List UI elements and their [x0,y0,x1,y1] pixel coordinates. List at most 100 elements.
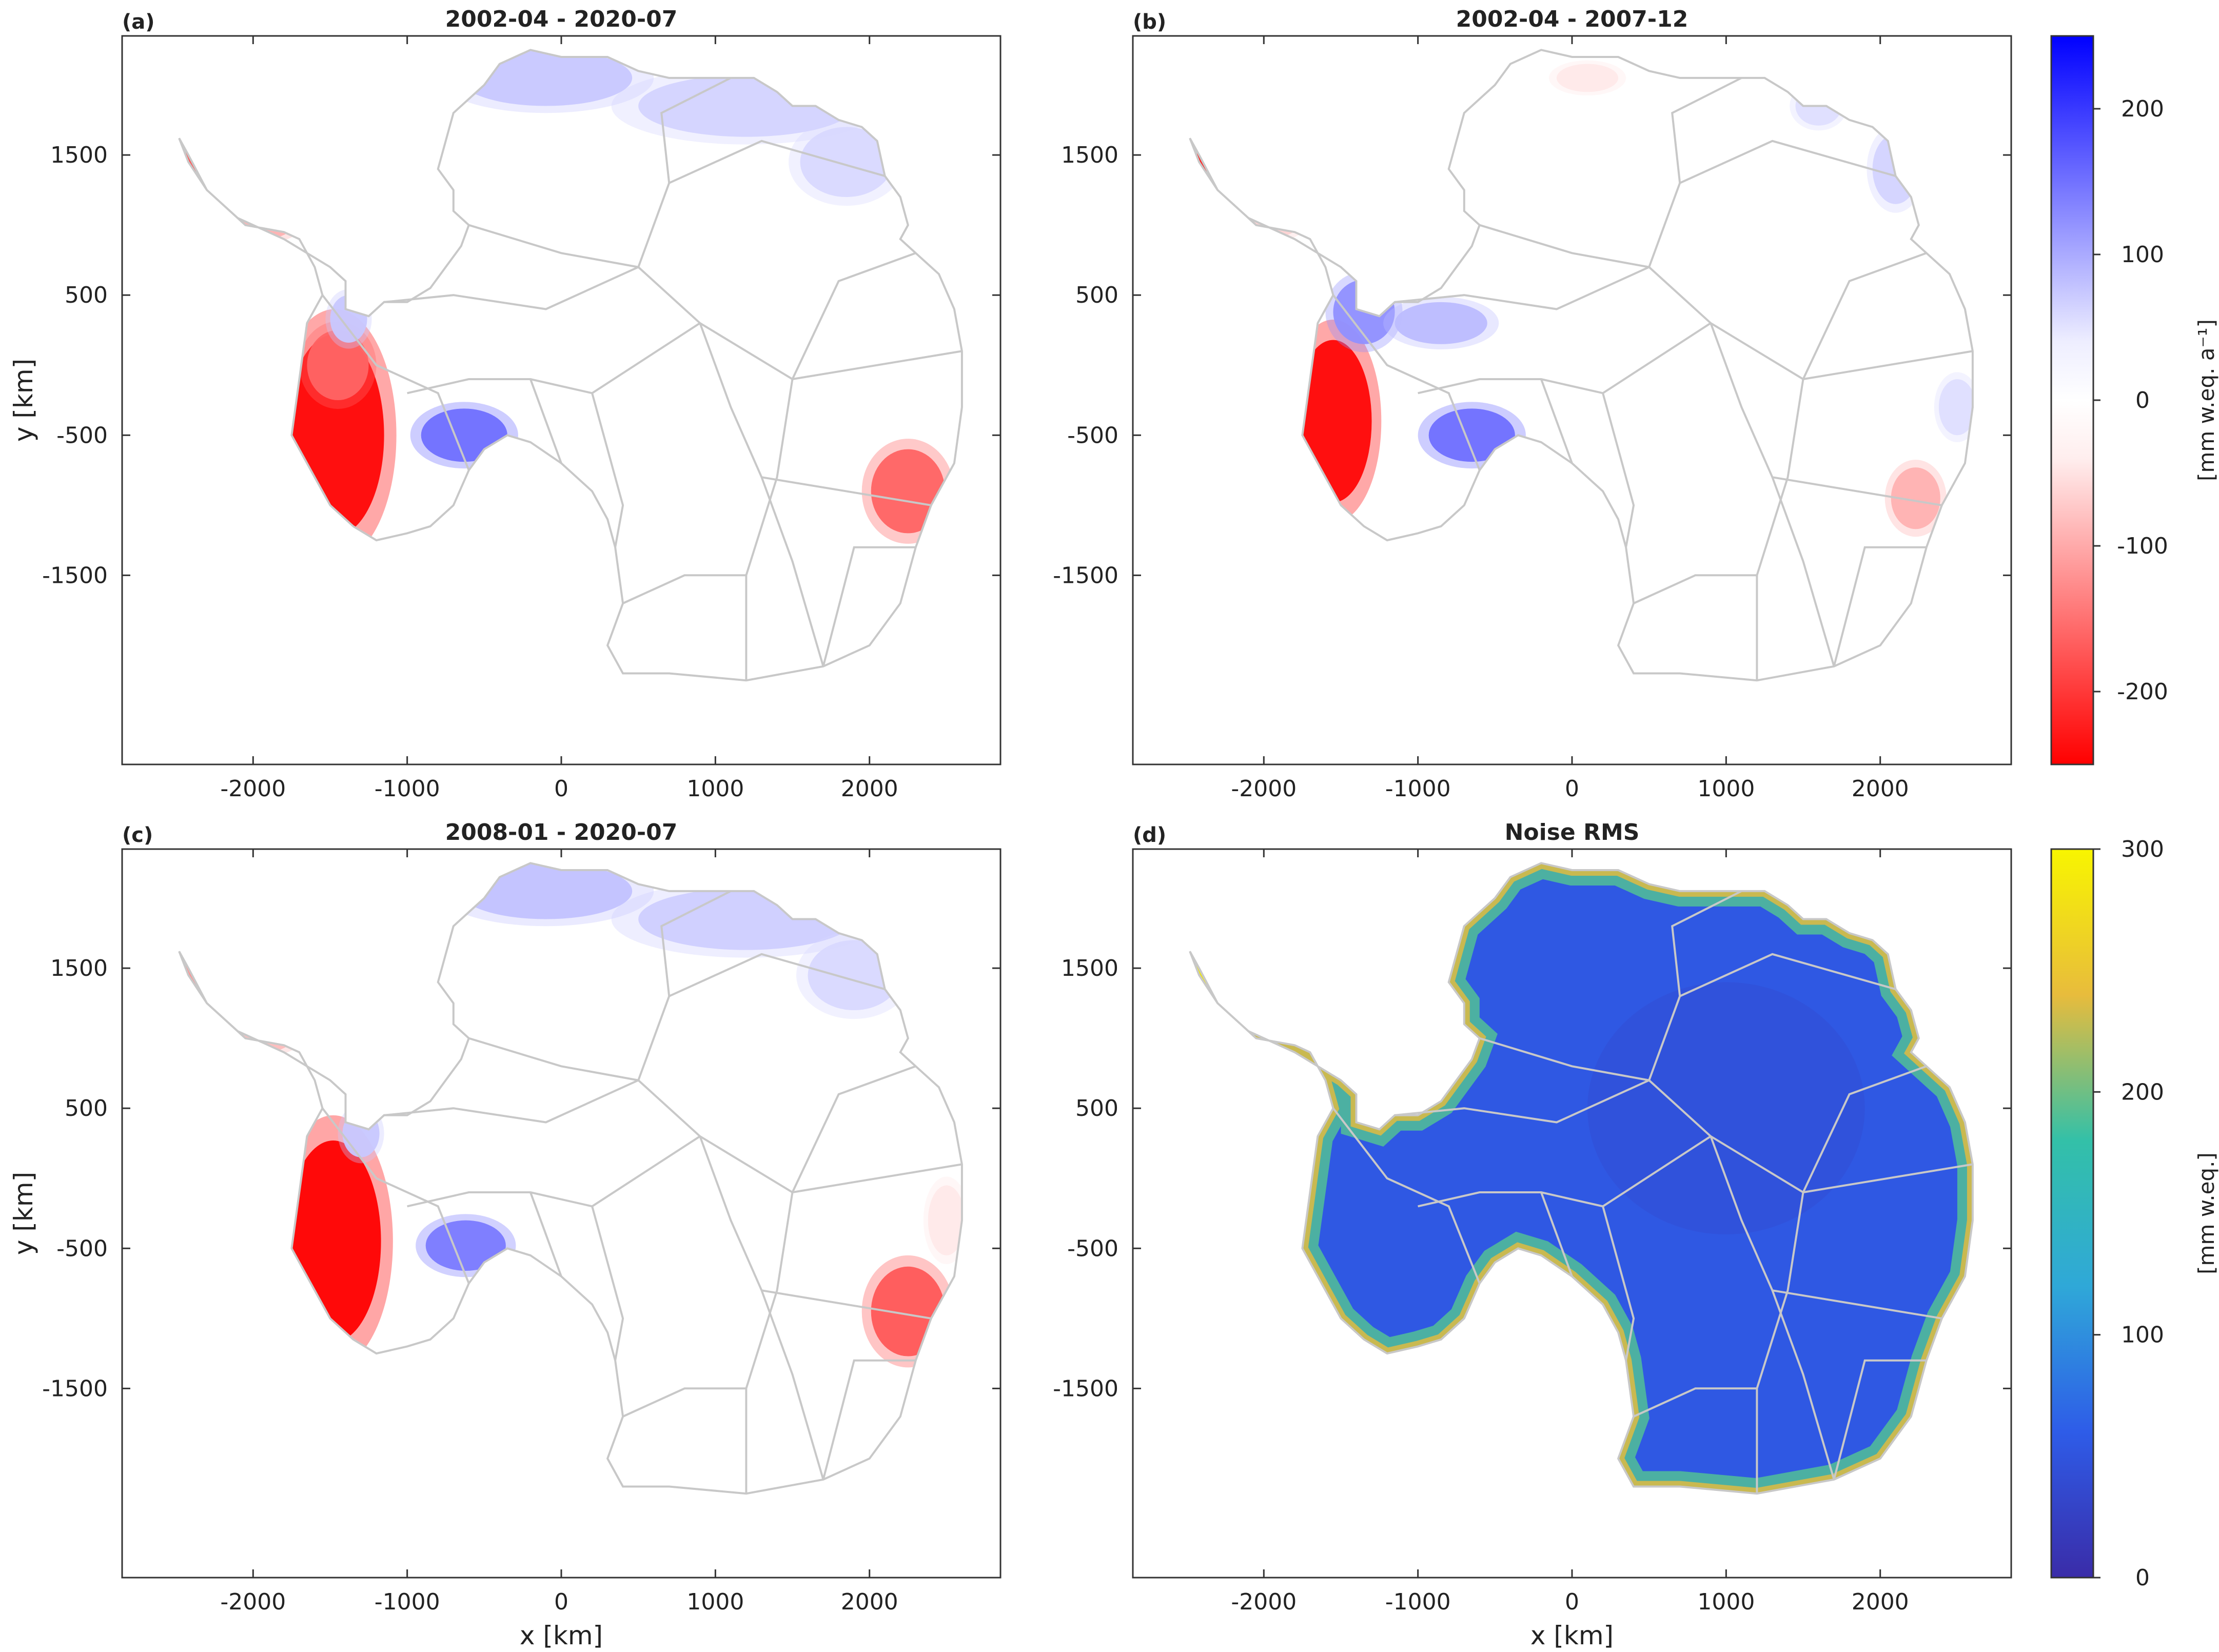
basin-boundary [1756,379,1804,681]
x-tick-label: -2000 [220,1589,286,1615]
basin-boundary [1332,1107,1481,1284]
basin-boundary [669,140,886,184]
x-tick-label: -1000 [375,776,440,802]
colorbar-trend: 200 100 0 -100 -200 [mm w.eq. a⁻¹] [2050,35,2219,765]
coastline [178,49,963,682]
x-tick-label: -2000 [1231,776,1297,802]
basin-boundary [622,574,747,604]
trend-anomaly-amundsen-sea-sector [1294,340,1372,503]
trend-anomaly-amery-region [800,127,893,198]
basin-boundary [761,1289,932,1320]
basin-boundary [1802,1065,1927,1193]
trend-anomaly-wilkes-land [871,449,945,534]
basin-boundary [1756,1192,1804,1494]
trend-anomaly-amery-region [808,940,900,1011]
colorbar-gradient [2050,35,2094,765]
basin-boundary [591,392,624,548]
colorbar-tick-label: 200 [2121,1079,2164,1105]
trend-anomaly-amundsen-sea-sector [285,1140,381,1343]
y-axis-label: y [km] [9,1172,38,1255]
basin-boundary [1479,224,1649,268]
basin-boundary [745,379,794,681]
colorbar-tick-label: 300 [2121,836,2164,862]
noise-anomaly-peninsula-tip [1190,954,1226,1025]
y-tick-label: -1500 [1053,562,1118,588]
trend-anomaly-antarctic-peninsula-tip [179,148,210,204]
basin-boundary [761,476,932,506]
colorbar-tick-label: -100 [2117,533,2168,559]
trend-anomaly-palmer-land [342,1109,380,1157]
trend-anomaly-marie-byrd-coast [430,1343,477,1378]
basin-boundary [745,1192,794,1494]
basin-boundary [321,294,470,471]
x-tick-label: 1000 [686,776,744,802]
basin-boundary [1772,476,1942,506]
basin-boundary [321,1107,470,1284]
basin-boundary [1802,252,1927,380]
panel-title: 2002-04 - 2007-12 [1456,6,1688,32]
colorbar-tick-label: 200 [2121,96,2164,122]
x-tick-label: -1000 [1385,1589,1451,1615]
y-tick-label: 500 [1075,1095,1118,1122]
basin-boundary [669,953,886,997]
panel-c: -2000 -1000 0 1000 2000 1500 500 -500 -1500 2008-… [9,819,1002,1650]
x-axis-label: x [km] [520,1621,603,1650]
basin-outlines [178,49,963,682]
y-tick-label: -1500 [42,562,108,588]
trend-base [179,50,962,681]
basin-boundary [822,546,916,667]
basin-boundary [622,1387,747,1418]
basin-boundary [529,379,562,464]
basin-boundary [384,1079,639,1124]
trend-anomaly-halo [179,954,215,1025]
trend-anomaly-siple-coast [421,408,507,462]
coastline [1189,862,1974,1495]
y-tick-label: -500 [56,1235,108,1262]
panel-a: -2000 -1000 0 1000 2000 1500 500 -500 -1500 2002-… [9,6,1002,802]
x-tick-label: -1000 [1385,776,1451,802]
basin-boundary [1602,1206,1635,1361]
y-axis-label: y [km] [9,359,38,442]
panel-title: Noise RMS [1505,819,1640,845]
x-tick-label: 2000 [841,776,898,802]
basin-boundary [822,1359,916,1480]
basin-outlines [1189,49,1974,682]
trend-base [179,863,962,1494]
x-tick-label: -2000 [220,776,286,802]
x-axis-label: x [km] [1530,1621,1614,1650]
x-tick-label: 2000 [1852,1589,1909,1615]
x-tick-label: 1000 [1697,776,1755,802]
basin-boundary [1602,392,1635,548]
colorbar-noise: 300 200 100 0 [mm w.eq.] [2050,836,2219,1591]
colorbar-tick-label: 100 [2121,242,2164,268]
trend-anomaly-wilkes-land [1891,467,1940,529]
map-field [179,50,962,681]
y-tick-label: 1500 [50,142,108,168]
panel-d: -2000 -1000 0 1000 2000 1500 500 -500 -1500 Noise… [1053,819,2012,1650]
x-tick-label: 0 [1565,776,1579,802]
basin-boundary [1648,890,1742,1081]
trend-anomaly-halo [1190,144,1224,222]
trend-anomaly-dronning-maud-land [459,50,633,106]
basin-boundary [1633,1387,1757,1418]
panel-label: (d) [1133,823,1166,847]
colorbar-tick-label: -200 [2117,679,2168,705]
y-tick-label: 1500 [1061,142,1118,168]
colorbar-tick-label: 0 [2135,387,2150,414]
basin-boundary [1833,1359,1927,1480]
trend-anomaly-halo [179,141,215,211]
coastline [178,862,963,1495]
basin-boundary [1648,77,1742,268]
basin-boundary [529,1192,562,1277]
trend-anomaly-queen-mary-coast [928,1185,962,1255]
noise-anomaly-east-antarctic-interior [1587,982,1865,1234]
trend-anomaly-dronning-maud-land [1556,64,1619,92]
basin-outlines [1189,862,1974,1495]
y-tick-label: -500 [1067,422,1118,448]
colorbar-label: [mm w.eq. a⁻¹] [2194,319,2219,481]
trend-anomaly-dronning-maud-land [459,863,633,919]
basin-boundary [1540,1192,1573,1277]
map-field [1190,863,1973,1494]
trend-anomaly-siple-coast [1428,408,1515,462]
basin-boundary [791,252,916,380]
